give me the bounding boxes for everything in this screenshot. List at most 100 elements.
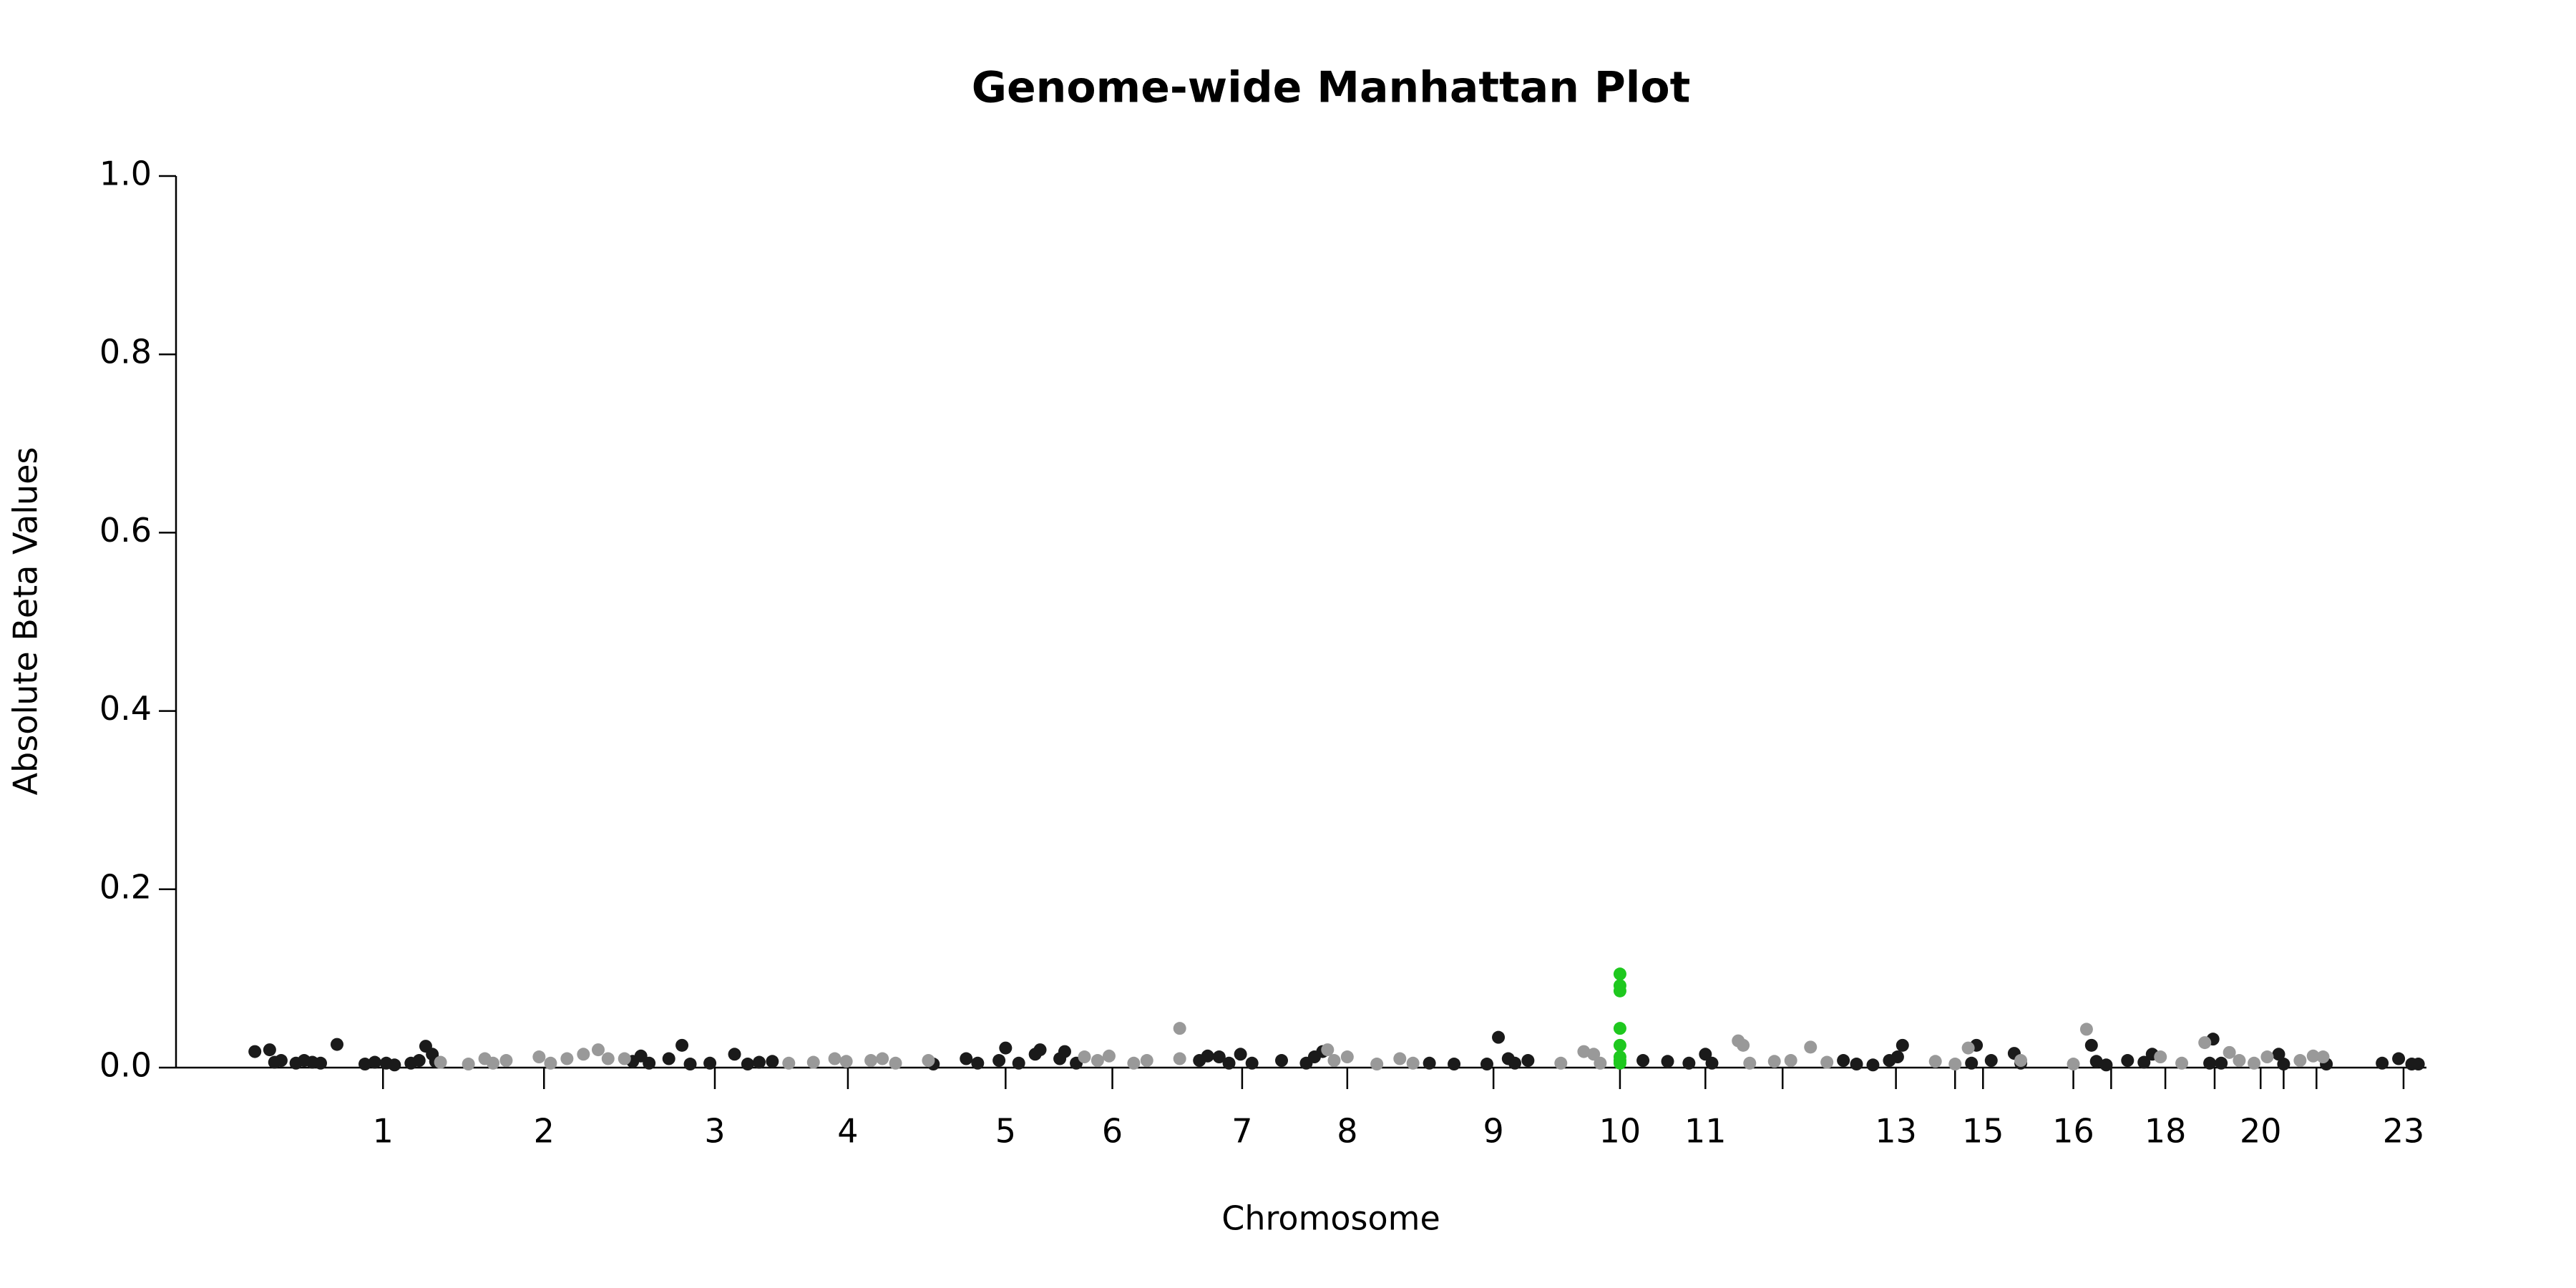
point (274, 1054, 288, 1068)
point (1033, 1043, 1047, 1057)
point (314, 1056, 328, 1070)
point (618, 1052, 631, 1065)
x-tick-label: 2 (534, 1112, 555, 1151)
point (1820, 1055, 1834, 1069)
point (1682, 1056, 1696, 1070)
x-tick-label: 11 (1684, 1112, 1727, 1151)
point (876, 1052, 889, 1065)
point (1321, 1043, 1335, 1057)
x-tick-label: 20 (2240, 1112, 2282, 1151)
point (1837, 1054, 1850, 1068)
point (2154, 1050, 2167, 1064)
point (864, 1054, 878, 1068)
point (1613, 967, 1626, 981)
point (806, 1055, 820, 1069)
point (643, 1056, 656, 1070)
x-tick-label: 4 (837, 1112, 858, 1151)
point (1661, 1055, 1674, 1068)
point (1448, 1058, 1461, 1071)
point (1577, 1045, 1591, 1058)
point (1140, 1054, 1153, 1068)
y-tick-label: 0.6 (99, 511, 152, 550)
point (2067, 1058, 2080, 1071)
point (1896, 1038, 1909, 1052)
point (2316, 1050, 2330, 1064)
x-tick-label: 1 (373, 1112, 394, 1151)
point (1587, 1048, 1601, 1061)
point (499, 1054, 513, 1068)
point (1554, 1056, 1568, 1070)
point (782, 1056, 796, 1070)
point (2293, 1054, 2307, 1068)
y-tick-label: 0.8 (99, 333, 152, 371)
point (839, 1055, 853, 1068)
point (1058, 1045, 1071, 1058)
point (1393, 1052, 1407, 1065)
point (992, 1054, 1006, 1068)
point (412, 1054, 426, 1068)
point (1613, 984, 1626, 997)
point (2014, 1054, 2028, 1068)
chart-title: Genome-wide Manhattan Plot (972, 63, 1691, 113)
point (703, 1056, 717, 1070)
point (752, 1055, 766, 1069)
point (1212, 1050, 1226, 1064)
point (2248, 1056, 2261, 1070)
point (922, 1054, 935, 1068)
point (1102, 1049, 1116, 1063)
point (1705, 1056, 1719, 1070)
point (1012, 1056, 1025, 1070)
point (368, 1055, 381, 1069)
point (662, 1052, 675, 1065)
point (248, 1045, 262, 1058)
point (591, 1043, 605, 1057)
point (2277, 1058, 2290, 1071)
point (2198, 1036, 2212, 1050)
point (1965, 1056, 1979, 1070)
x-tick-label: 3 (704, 1112, 725, 1151)
point (388, 1058, 401, 1072)
point (675, 1038, 689, 1052)
x-axis-label: Chromosome (1221, 1199, 1440, 1238)
x-tick-label: 13 (1875, 1112, 1917, 1151)
point (2223, 1045, 2236, 1059)
point (728, 1048, 741, 1061)
point (462, 1058, 475, 1071)
point (2099, 1058, 2113, 1072)
point (2272, 1048, 2285, 1061)
point (601, 1052, 615, 1065)
point (330, 1038, 343, 1051)
point (2392, 1052, 2406, 1065)
point (1984, 1054, 1998, 1068)
point (434, 1055, 447, 1069)
point (1961, 1041, 1975, 1055)
point (1173, 1052, 1186, 1065)
point (1613, 1022, 1626, 1035)
point (1370, 1058, 1384, 1071)
point (2260, 1050, 2274, 1064)
x-tick-label: 23 (2383, 1112, 2425, 1151)
point (828, 1052, 841, 1065)
x-tick-label: 9 (1483, 1112, 1504, 1151)
point (1850, 1058, 1863, 1071)
point (2215, 1056, 2228, 1070)
point (1275, 1054, 1289, 1068)
point (1201, 1049, 1214, 1063)
point (2137, 1055, 2151, 1069)
point (741, 1058, 754, 1071)
x-tick-label: 16 (2052, 1112, 2094, 1151)
point (1245, 1056, 1259, 1070)
point (960, 1052, 973, 1065)
point (1406, 1056, 1420, 1070)
point (1423, 1056, 1436, 1070)
x-tick-label: 6 (1102, 1112, 1123, 1151)
point (971, 1056, 985, 1070)
point (1890, 1050, 1904, 1064)
point (1866, 1058, 1880, 1072)
x-tick-label: 10 (1599, 1112, 1641, 1151)
point (1804, 1040, 1818, 1054)
point (263, 1043, 276, 1057)
point (766, 1055, 779, 1068)
point (2233, 1054, 2246, 1068)
